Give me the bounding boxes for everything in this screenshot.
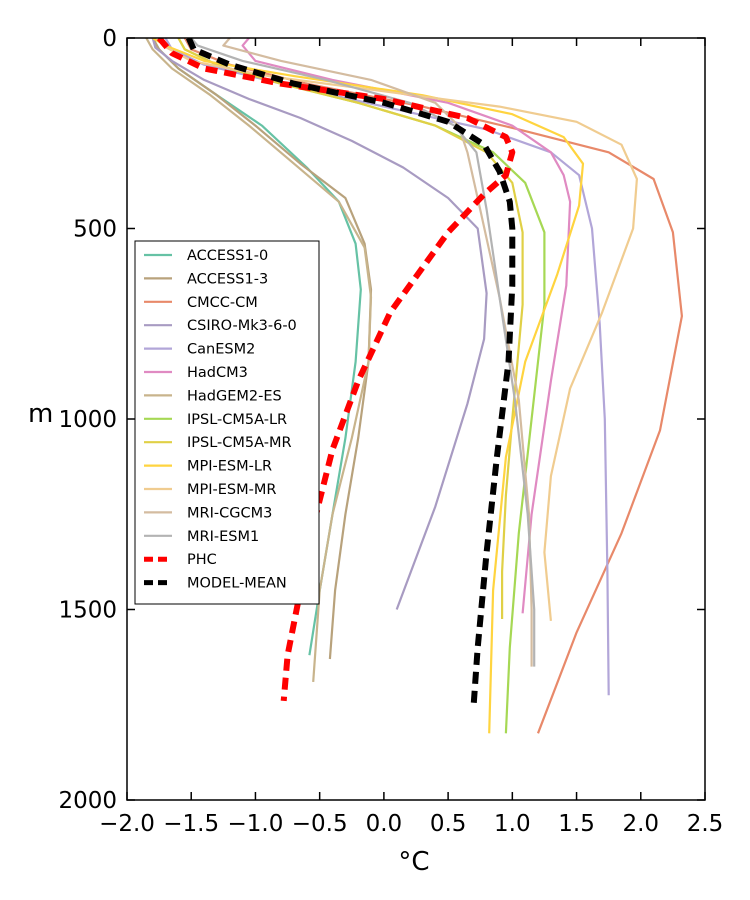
legend-label: ACCESS1-3	[187, 271, 268, 287]
legend-label: IPSL-CM5A-MR	[187, 435, 292, 451]
x-tick-label: 1.0	[494, 811, 531, 837]
x-tick-label: −1.0	[228, 811, 284, 837]
legend-label: CMCC-CM	[187, 295, 258, 311]
legend-label: ACCESS1-0	[187, 248, 268, 264]
series-line-hadcm3	[241, 38, 572, 614]
legend-label: MRI-ESM1	[187, 529, 259, 545]
series-line-csiro-mk3-6-0	[151, 38, 488, 610]
x-tick-label: 0.5	[430, 811, 467, 837]
legend-label: CanESM2	[187, 342, 255, 358]
legend-label: MPI-ESM-MR	[187, 482, 276, 498]
x-tick-label: −0.5	[292, 811, 348, 837]
legend-label: MODEL-MEAN	[187, 576, 287, 592]
series-line-mri-esm1	[190, 38, 536, 667]
x-tick-label: −1.5	[163, 811, 219, 837]
y-tick-label: 2000	[58, 788, 117, 814]
x-tick-label: 2.5	[687, 811, 724, 837]
series-line-model-mean	[185, 38, 516, 704]
series-line-mpi-esm-lr	[152, 38, 585, 734]
x-tick-label: 0.0	[366, 811, 403, 837]
legend: ACCESS1-0 ACCESS1-3 CMCC-CM CSIRO-Mk3-6-0 Ca…	[134, 240, 320, 605]
legend-label: CSIRO-Mk3-6-0	[187, 318, 297, 334]
legend-label: IPSL-CM5A-LR	[187, 412, 287, 428]
y-tick-label: 0	[102, 26, 117, 52]
y-tick-label: 1500	[58, 598, 117, 624]
x-axis-label: °C	[398, 847, 429, 877]
legend-label: MPI-ESM-LR	[187, 459, 272, 475]
legend-label: HadCM3	[187, 365, 248, 381]
y-axis-label: m	[28, 399, 53, 429]
ticks-group: −2.0 −1.5 −1.0 −0.5 0.0 0.5 1.0 1.5 2.0 2.5 0 500 10…	[58, 26, 723, 837]
series-line-mpi-esm-mr	[158, 38, 639, 622]
legend-label: PHC	[187, 552, 217, 568]
legend-label: MRI-CGCM3	[187, 505, 272, 521]
series-line-mri-cgcm3	[222, 38, 533, 667]
x-tick-label: −2.0	[99, 811, 155, 837]
y-tick-label: 500	[73, 217, 117, 243]
x-tick-label: 1.5	[558, 811, 595, 837]
series-line-access1-3	[151, 38, 373, 660]
y-tick-label: 1000	[58, 407, 117, 433]
legend-label: HadGEM2-ES	[187, 388, 282, 404]
series-line-hadgem2-es	[145, 38, 373, 682]
x-tick-label: 2.0	[622, 811, 659, 837]
